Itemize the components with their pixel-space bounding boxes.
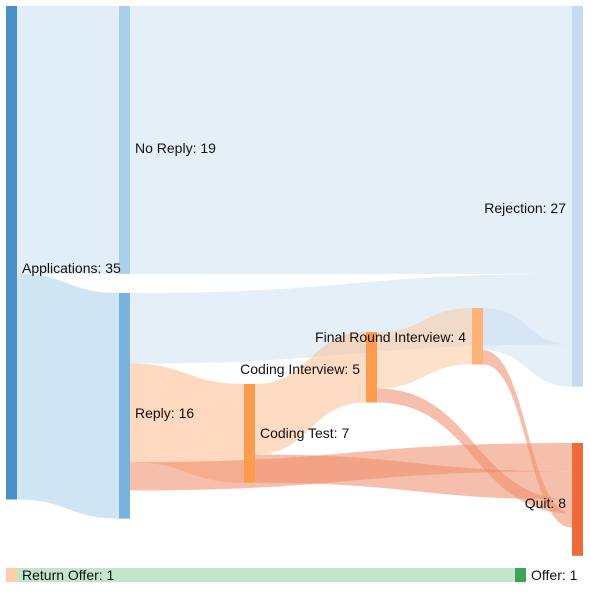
label-applications: Applications: 35 <box>22 260 121 276</box>
node-final-round[interactable] <box>472 308 483 364</box>
label-reply: Reply: 16 <box>135 405 194 421</box>
node-coding-test[interactable] <box>244 384 255 483</box>
label-quit: Quit: 8 <box>525 495 566 511</box>
node-offer[interactable] <box>515 568 526 582</box>
label-no-reply: No Reply: 19 <box>135 140 216 156</box>
label-final-round: Final Round Interview: 4 <box>315 329 466 345</box>
label-coding-interview: Coding Interview: 5 <box>240 361 360 377</box>
link-applications-to-no-reply[interactable] <box>17 6 119 274</box>
node-return-offer[interactable] <box>6 568 17 582</box>
label-rejection: Rejection: 27 <box>484 200 566 216</box>
link-applications-to-reply[interactable] <box>17 274 119 519</box>
node-no-reply[interactable] <box>119 6 130 274</box>
links-layer <box>17 6 572 582</box>
label-offer: Offer: 1 <box>531 567 578 583</box>
node-rejection[interactable] <box>572 6 583 387</box>
node-reply[interactable] <box>119 293 130 519</box>
label-coding-test: Coding Test: 7 <box>260 425 349 441</box>
label-return-offer: Return Offer: 1 <box>22 567 115 583</box>
node-quit[interactable] <box>572 443 583 556</box>
node-applications[interactable] <box>6 6 17 500</box>
